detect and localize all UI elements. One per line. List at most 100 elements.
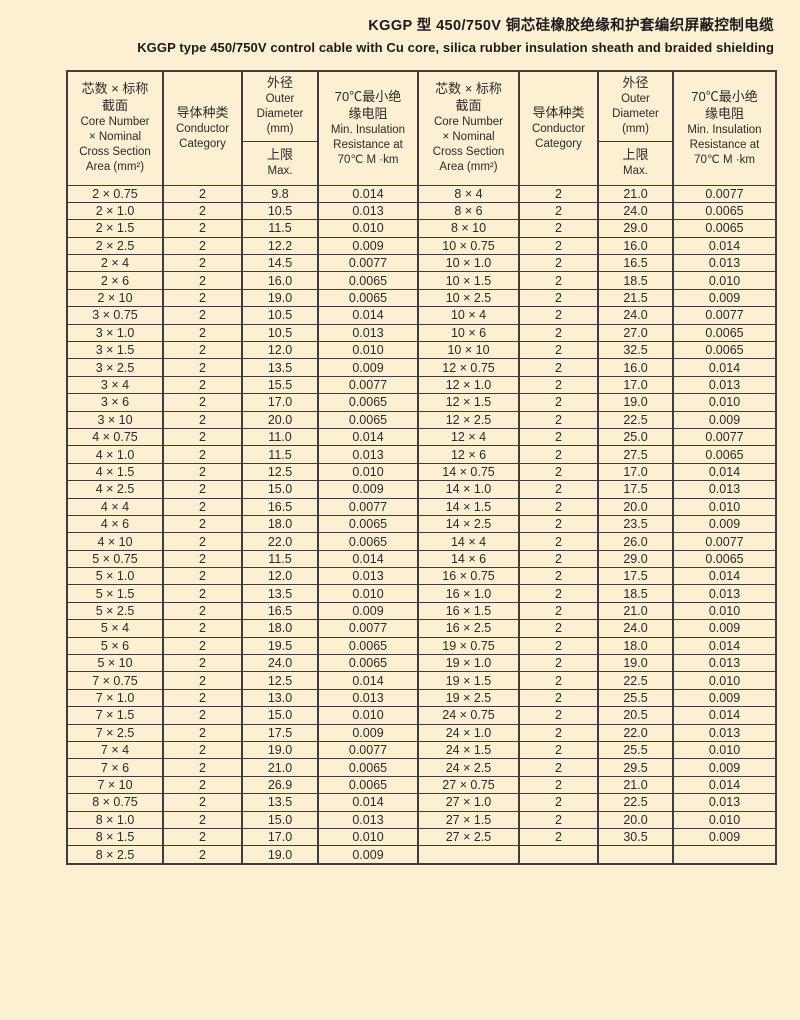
table-cell: 13.0: [241, 688, 319, 708]
table-cell: 22.5: [597, 793, 674, 812]
header-resistance-zh1: 70℃最小绝: [691, 88, 758, 104]
table-cell: 14 × 1.5: [417, 497, 520, 516]
table-cell: 24 × 2.5: [417, 758, 520, 777]
table-cell: 12.2: [241, 236, 319, 256]
table-cell: 0.013: [317, 323, 419, 343]
table-cell: 0.0077: [672, 306, 777, 325]
table-cell: 12.5: [241, 462, 319, 482]
table-cell: [417, 845, 520, 865]
header-core-en1: Core Number: [433, 116, 504, 129]
table-cell: 2: [518, 306, 599, 325]
table-cell: 0.010: [672, 740, 777, 760]
table-cell: 2: [518, 549, 599, 569]
table-cell: 0.014: [672, 462, 777, 482]
table-cell: 16 × 2.5: [417, 619, 520, 638]
header-resistance-zh2: 缘电阻: [704, 105, 744, 121]
table-cell: 2: [162, 323, 243, 343]
table-cell: 4 × 4: [66, 497, 164, 516]
table-cell: 0.010: [317, 462, 419, 482]
table-cell: 0.0077: [672, 184, 777, 203]
table-cell: 0.014: [672, 636, 777, 656]
table-cell: 19.0: [241, 288, 319, 308]
header-diameter-left: 外径 Outer Diameter (mm): [241, 70, 319, 142]
table-cell: 2: [162, 549, 243, 569]
table-header: 芯数 × 标称 截面 Core Number × Nominal Cross S…: [66, 70, 777, 186]
table-cell: 2: [518, 323, 599, 343]
table-cell: 12.5: [241, 671, 319, 690]
table-cell: 2: [518, 497, 599, 516]
table-cell: 18.5: [597, 584, 674, 603]
header-limit-zh: 上限: [266, 147, 293, 163]
table-cell: 10 × 1.5: [417, 271, 520, 290]
table-cell: [597, 845, 674, 865]
table-row: 5 × 10 2 24.0 0.0065 19 × 1.0 2 19.0 0.013: [66, 654, 777, 673]
table-cell: 0.013: [317, 688, 419, 708]
table-cell: 2: [162, 427, 243, 447]
table-cell: 0.013: [672, 375, 777, 395]
table-cell: 21.0: [597, 601, 674, 621]
table-cell: 0.013: [672, 793, 777, 812]
table-cell: 0.0065: [317, 271, 419, 290]
table-cell: 4 × 10: [66, 532, 164, 551]
table-cell: 4 × 0.75: [66, 427, 164, 447]
table-cell: 2: [518, 358, 599, 377]
header-diameter-en1: Outer: [265, 93, 295, 106]
table-cell: 2: [518, 740, 599, 760]
table-cell: 0.010: [317, 219, 419, 238]
table-cell: 27.0: [597, 323, 674, 343]
table-cell: 2 × 4: [66, 254, 164, 273]
header-conductor-left: 导体种类 Conductor Category: [162, 70, 243, 186]
table-cell: 7 × 1.5: [66, 706, 164, 725]
table-row: 3 × 1.0 2 10.5 0.013 10 × 6 2 27.0 0.0065: [66, 323, 777, 343]
table-row: 5 × 0.75 2 11.5 0.014 14 × 6 2 29.0 0.0065: [66, 549, 777, 569]
table-cell: 16.0: [597, 358, 674, 377]
table-cell: 2: [162, 358, 243, 377]
table-row: 8 × 1.0 2 15.0 0.013 27 × 1.5 2 20.0 0.010: [66, 810, 777, 829]
header-limit-en: Max.: [623, 164, 648, 177]
table-row: 5 × 1.5 2 13.5 0.010 16 × 1.0 2 18.5 0.013: [66, 584, 777, 603]
header-resistance-right: 70℃最小绝 缘电阻 Min. Insulation Resistance at…: [672, 70, 777, 186]
table-cell: 16.5: [241, 601, 319, 621]
table-cell: 7 × 0.75: [66, 671, 164, 690]
table-cell: 0.0065: [317, 758, 419, 777]
table-cell: 25.0: [597, 427, 674, 447]
table-cell: 2: [162, 184, 243, 203]
table-cell: 8 × 4: [417, 184, 520, 203]
table-row: 5 × 4 2 18.0 0.0077 16 × 2.5 2 24.0 0.009: [66, 619, 777, 638]
table-cell: 29.0: [597, 219, 674, 238]
table-cell: 22.0: [597, 723, 674, 743]
table-cell: 2: [162, 306, 243, 325]
table-cell: 11.0: [241, 427, 319, 447]
table-cell: 0.010: [672, 271, 777, 290]
header-limit-right: 上限 Max.: [597, 140, 674, 186]
table-cell: 25.5: [597, 740, 674, 760]
table-cell: 2: [518, 236, 599, 256]
table-cell: 12.0: [241, 341, 319, 360]
table-cell: 4 × 6: [66, 514, 164, 534]
table-cell: 0.0077: [317, 619, 419, 638]
table-cell: 12 × 4: [417, 427, 520, 447]
table-cell: 2: [162, 775, 243, 795]
table-cell: 2: [162, 236, 243, 256]
table-cell: 21.0: [241, 758, 319, 777]
table-cell: 10 × 1.0: [417, 254, 520, 273]
table-cell: 8 × 1.0: [66, 810, 164, 829]
table-cell: 20.0: [597, 810, 674, 829]
page-title-zh: KGGP 型 450/750V 铜芯硅橡胶绝缘和护套编织屏蔽控制电缆: [368, 18, 774, 34]
table-cell: 0.0077: [317, 497, 419, 516]
table-cell: 32.5: [597, 341, 674, 360]
header-resistance-en3: 70℃ M ·km: [694, 153, 755, 166]
table-cell: 20.5: [597, 706, 674, 725]
table-cell: 24 × 0.75: [417, 706, 520, 725]
table-cell: 11.5: [241, 445, 319, 464]
table-cell: 18.5: [597, 271, 674, 290]
table-cell: 27 × 1.5: [417, 810, 520, 829]
table-cell: 12 × 1.0: [417, 375, 520, 395]
table-cell: 0.013: [317, 201, 419, 221]
header-conductor-zh: 导体种类: [532, 104, 585, 120]
table-cell: 12.0: [241, 567, 319, 586]
table-cell: 13.5: [241, 358, 319, 377]
table-cell: 2: [162, 688, 243, 708]
table-cell: 0.0065: [317, 775, 419, 795]
table-cell: 17.0: [597, 462, 674, 482]
